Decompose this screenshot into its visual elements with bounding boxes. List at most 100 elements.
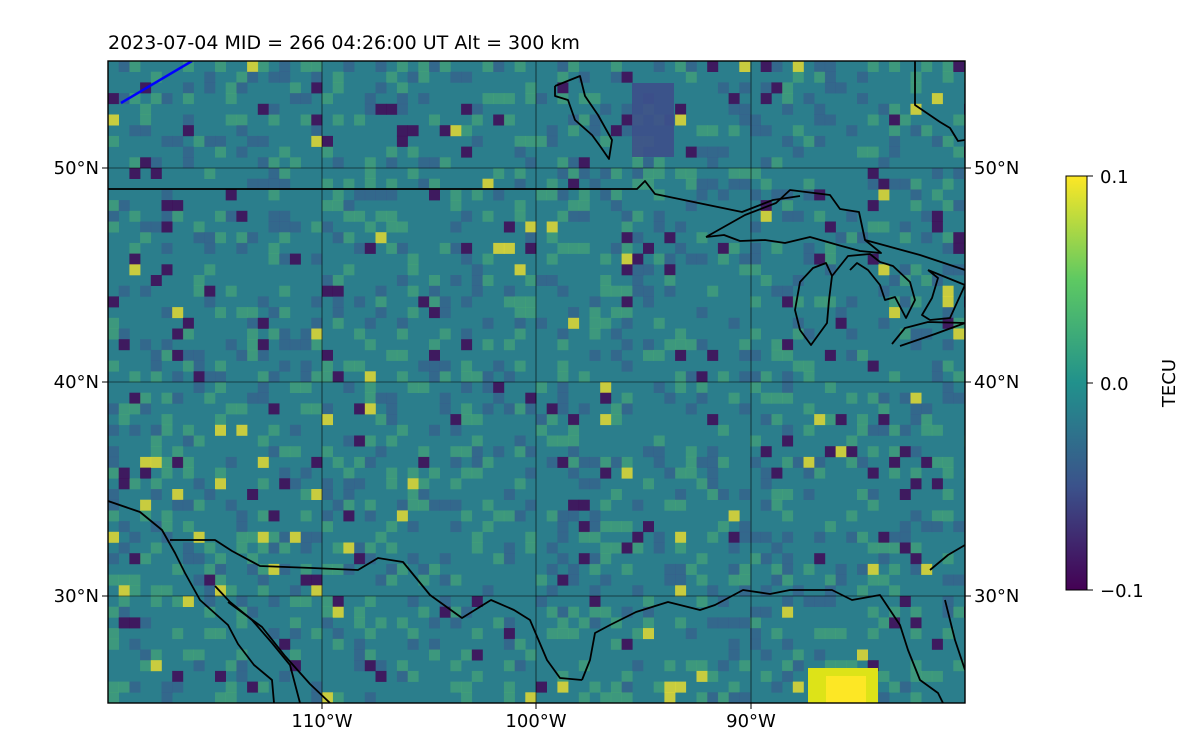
tec-cell: [760, 606, 772, 618]
tec-cell: [857, 146, 868, 158]
tec-cell: [846, 392, 858, 404]
tec-cell: [782, 596, 794, 607]
tec-cell: [257, 585, 269, 597]
tec-cell: [546, 606, 558, 618]
tec-cell: [289, 478, 301, 490]
tec-cell: [685, 200, 697, 212]
tec-cell: [610, 328, 622, 340]
tec-cell: [193, 553, 205, 565]
tec-cell: [300, 489, 312, 500]
tec-cell: [482, 61, 494, 72]
tec-cell: [332, 638, 344, 650]
tec-cell: [108, 114, 119, 126]
tec-cell: [418, 499, 430, 511]
tec-cell: [215, 307, 226, 319]
tec-cell: [578, 371, 590, 383]
tec-cell: [557, 168, 569, 179]
tec-cell: [471, 435, 483, 447]
tec-cell: [247, 606, 259, 618]
tec-cell: [600, 574, 612, 586]
dark-patch-ontario: [632, 83, 674, 157]
tec-cell: [782, 638, 794, 650]
tec-cell: [557, 510, 569, 522]
tec-cell: [643, 521, 654, 533]
tec-anomaly-field: [108, 61, 965, 714]
tec-cell: [375, 232, 387, 244]
canada-east-shore: [864, 239, 965, 271]
tec-cell: [621, 264, 633, 276]
tec-cell: [589, 317, 601, 329]
tec-cell: [289, 596, 301, 607]
tec-cell: [889, 146, 901, 158]
tec-cell: [247, 531, 259, 543]
tec-cell: [311, 574, 323, 586]
tec-cell: [889, 467, 901, 479]
tec-cell: [193, 285, 205, 297]
tec-cell: [568, 157, 580, 169]
tec-cell: [482, 317, 494, 329]
lat-tick-40n-left: 40°N: [54, 372, 99, 393]
tec-cell: [375, 392, 387, 404]
tec-cell: [804, 703, 815, 714]
tec-cell: [364, 103, 376, 115]
tec-cell: [108, 446, 119, 458]
tec-cell: [343, 499, 355, 511]
tec-cell: [953, 264, 965, 276]
tec-cell: [653, 221, 665, 233]
tec-cell: [750, 328, 761, 340]
tec-cell: [899, 531, 911, 543]
tec-cell: [129, 478, 141, 490]
tec-cell: [161, 349, 173, 361]
tec-cell: [910, 467, 922, 479]
tec-cell: [461, 403, 473, 415]
tec-cell: [439, 296, 451, 308]
tec-cell: [429, 349, 440, 361]
tec-cell: [450, 660, 462, 672]
tec-cell: [268, 103, 280, 115]
tec-cell: [150, 93, 162, 105]
tec-cell: [204, 542, 216, 554]
tec-cell: [824, 574, 836, 586]
tec-cell: [899, 489, 911, 500]
tec-cell: [279, 670, 291, 682]
tec-cell: [760, 157, 772, 169]
tec-cell: [846, 456, 858, 468]
tec-cell: [889, 371, 901, 383]
tec-cell: [557, 435, 569, 447]
tec-cell: [375, 660, 387, 672]
tec-cell: [589, 456, 601, 468]
tec-cell: [739, 178, 751, 190]
tec-cell: [471, 670, 483, 682]
tec-cell: [739, 103, 751, 115]
tec-cell: [311, 585, 323, 597]
tec-cell: [503, 221, 515, 233]
tec-cell: [140, 114, 152, 126]
tec-cell: [889, 307, 901, 319]
tec-cell: [707, 456, 719, 468]
tec-cell: [771, 157, 783, 169]
tec-cell: [118, 414, 130, 426]
gridlines: [108, 61, 965, 703]
colorbar-tick-max: 0.1: [1100, 167, 1129, 188]
tec-cell: [750, 382, 761, 393]
tec-cell: [675, 489, 687, 500]
tec-cell: [589, 328, 601, 340]
tec-cell: [621, 296, 633, 308]
tec-cell: [129, 638, 141, 650]
tec-cell: [600, 103, 612, 115]
tec-cell: [536, 275, 547, 286]
tec-cell: [279, 71, 291, 83]
tec-cell: [450, 681, 462, 693]
tec-cell: [632, 703, 643, 714]
tec-cell: [108, 210, 119, 222]
tec-cell: [482, 499, 494, 511]
tec-cell: [632, 168, 644, 179]
tec-cell: [782, 103, 794, 115]
tec-cell: [889, 296, 901, 308]
tec-cell: [675, 574, 687, 586]
tec-cell: [300, 339, 312, 351]
tec-cell: [750, 456, 761, 468]
tec-cell: [878, 317, 890, 329]
tec-cell: [311, 456, 323, 468]
